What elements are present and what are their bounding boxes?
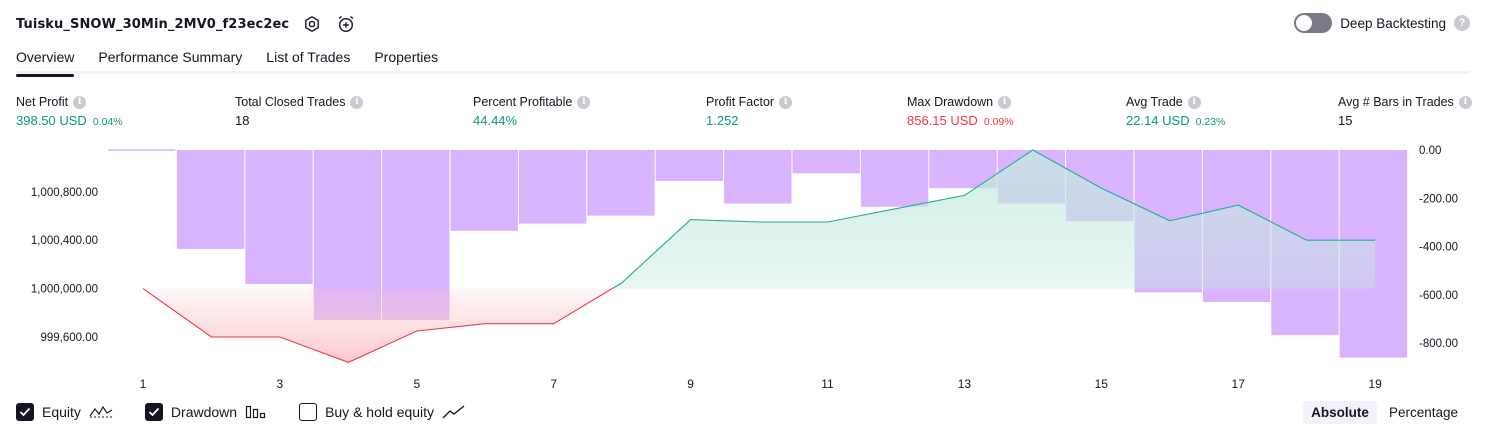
info-icon[interactable]: i: [73, 95, 87, 109]
report-tabs: Overview Performance Summary List of Tra…: [16, 46, 1470, 77]
metric-label: Avg Trade: [1126, 95, 1183, 109]
metric-label: Profit Factor: [706, 95, 775, 109]
equity-drawdown-chart: 1,000,800.00 1,000,400.00 1,000,000.00 999,…: [31, 145, 1458, 391]
metric-value: 398.50 USD: [16, 113, 87, 128]
metric-net-profit: Net Profit i 398.50 USD 0.04%: [16, 94, 123, 128]
metric-percent: 0.09%: [983, 116, 1014, 128]
drawdown-bar: [860, 150, 929, 207]
metric-avg-trade: Avg Trade i 22.14 USD 0.23%: [1126, 94, 1225, 128]
drawdown-bar: [450, 150, 518, 231]
info-icon[interactable]: i: [350, 95, 364, 109]
tab-performance-summary[interactable]: Performance Summary: [98, 49, 243, 65]
chart-legend: Equity Drawdown Buy & hold equity: [16, 403, 466, 421]
equity-line-up: [611, 149, 1376, 290]
left-axis-tick: 1,000,400.00: [31, 235, 98, 247]
x-axis-tick: 7: [550, 377, 557, 391]
legend-drawdown[interactable]: Drawdown: [144, 403, 267, 421]
tab-overview[interactable]: Overview: [16, 46, 75, 77]
x-axis-tick: 11: [821, 377, 834, 391]
x-axis-tick: 9: [687, 377, 694, 391]
legend-equity[interactable]: Equity: [16, 403, 113, 421]
x-axis-tick: 15: [1095, 377, 1109, 391]
drawdown-bar: [587, 150, 655, 216]
equity-checkbox[interactable]: [16, 403, 34, 421]
equity-below-fill: [143, 288, 613, 363]
metric-label: Percent Profitable: [473, 95, 573, 109]
metric-percent-profitable: Percent Profitable i 44.44%: [473, 94, 591, 128]
left-axis-tick: 1,000,800.00: [31, 187, 98, 199]
x-axis-tick: 5: [413, 377, 420, 391]
drawdown-bar: [518, 150, 587, 224]
legend-label: Equity: [42, 404, 81, 420]
right-axis-tick: -200.00: [1419, 193, 1458, 205]
right-axis-tick: 0.00: [1419, 145, 1441, 157]
legend-label: Drawdown: [170, 404, 238, 420]
drawdown-bar: [655, 150, 724, 181]
metric-percent: 0.04%: [92, 116, 123, 128]
drawdown-bar: [792, 150, 860, 174]
equity-line-down: [142, 288, 613, 363]
settings-icon[interactable]: [301, 13, 323, 35]
x-axis-tick: 17: [1232, 377, 1246, 391]
info-icon[interactable]: i: [998, 95, 1012, 109]
help-icon[interactable]: ?: [1454, 15, 1470, 31]
metric-value: 22.14 USD: [1126, 113, 1190, 128]
metric-max-drawdown: Max Drawdown i 856.15 USD 0.09%: [907, 94, 1014, 128]
metric-label: Max Drawdown: [907, 95, 994, 109]
metric-profit-factor: Profit Factor i 1.252: [706, 94, 793, 128]
right-axis-tick: -400.00: [1419, 242, 1458, 254]
equity-above-fill: [612, 150, 1376, 289]
legend-label: Buy & hold equity: [325, 404, 435, 420]
x-axis-tick: 13: [958, 377, 972, 391]
metric-total-closed-trades: Total Closed Trades i 18: [235, 94, 364, 128]
metric-value: 18: [235, 113, 250, 128]
strategy-title: Tuisku_SNOW_30Min_2MV0_f23ec2ec: [16, 16, 290, 32]
right-axis-tick: -800.00: [1419, 338, 1458, 350]
alarm-add-icon[interactable]: [335, 13, 357, 35]
info-icon[interactable]: i: [577, 95, 591, 109]
metric-percent: 0.23%: [1195, 116, 1226, 128]
drawdown-bar: [176, 150, 245, 249]
drawdown-bar: [724, 150, 792, 204]
metric-avg-bars-in-trades: Avg # Bars in Trades i 15: [1338, 94, 1472, 128]
metric-value: 1.252: [706, 113, 739, 128]
report-header: Tuisku_SNOW_30Min_2MV0_f23ec2ec: [16, 12, 357, 36]
right-axis-tick: -600.00: [1419, 290, 1458, 302]
x-axis-tick: 19: [1368, 377, 1382, 391]
deep-backtesting: Deep Backtesting ?: [1294, 13, 1470, 33]
metric-label: Avg # Bars in Trades: [1338, 95, 1454, 109]
deep-backtesting-toggle[interactable]: [1294, 13, 1333, 33]
metric-value: 856.15 USD: [907, 113, 978, 128]
info-icon[interactable]: i: [1187, 95, 1201, 109]
info-icon[interactable]: i: [779, 95, 793, 109]
metric-label: Net Profit: [16, 95, 69, 109]
drawdown-bars-icon: [245, 405, 266, 419]
equity-line-icon: [89, 405, 113, 418]
info-icon[interactable]: i: [1458, 95, 1472, 109]
toggle-knob: [1296, 15, 1313, 31]
tab-list-of-trades[interactable]: List of Trades: [266, 49, 351, 65]
left-axis-tick: 999,600.00: [40, 332, 98, 344]
metric-label: Total Closed Trades: [235, 95, 346, 109]
x-axis-tick: 3: [277, 377, 284, 391]
mode-percentage[interactable]: Percentage: [1388, 405, 1458, 420]
value-mode-switch: Absolute Percentage: [1303, 401, 1466, 424]
x-axis-tick: 1: [140, 377, 147, 391]
metric-value: 44.44%: [473, 113, 518, 128]
deep-backtesting-label: Deep Backtesting: [1340, 15, 1446, 31]
drawdown-checkbox[interactable]: [144, 403, 163, 421]
tab-properties[interactable]: Properties: [374, 49, 439, 65]
legend-buy-hold-equity[interactable]: Buy & hold equity: [299, 403, 466, 421]
buy-hold-checkbox[interactable]: [299, 403, 318, 421]
buy-hold-line-icon: [442, 405, 465, 419]
drawdown-bar: [245, 150, 313, 284]
left-axis-tick: 1,000,000.00: [31, 284, 98, 296]
mode-absolute[interactable]: Absolute: [1303, 401, 1377, 424]
metric-value: 15: [1338, 113, 1353, 128]
